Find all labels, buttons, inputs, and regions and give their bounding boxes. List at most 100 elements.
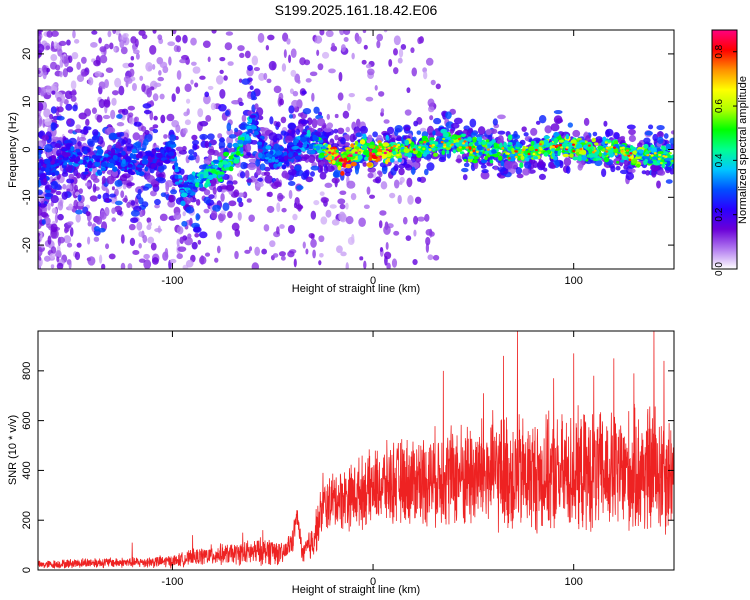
heatmap-cell [208,174,214,180]
heatmap-cell [299,156,308,162]
heatmap-cell [565,134,570,140]
heatmap-cell [544,125,552,134]
heatmap-cell [358,148,362,152]
heatmap-cell [614,153,618,156]
heatmap-cell [146,151,153,157]
heatmap-cell [204,91,210,98]
heatmap-cell [227,142,233,149]
x-tick-label: 100 [565,275,583,287]
heatmap-cell [327,144,332,149]
heatmap-cell [216,245,221,254]
heatmap-cell [334,134,339,141]
heatmap-cell [462,142,466,145]
heatmap-cell [484,155,488,161]
heatmap-cell [326,122,334,129]
heatmap-cell [553,138,559,144]
heatmap-cell [579,147,583,151]
heatmap-cell [283,151,288,157]
heatmap-cell [337,165,342,171]
heatmap-cell [276,121,281,128]
heatmap-cell [345,163,352,169]
heatmap-cell [330,147,334,150]
heatmap-cell [75,148,81,153]
heatmap-cell [47,202,51,211]
heatmap-cell [345,216,354,225]
heatmap-cell [316,49,320,56]
heatmap-cell [111,97,117,106]
heatmap-cell [56,97,62,102]
heatmap-cell [302,241,306,249]
heatmap-cell [143,259,152,269]
heatmap-cell [474,141,479,147]
heatmap-cell [412,148,416,151]
heatmap-cell [389,157,395,163]
heatmap-cell [665,143,672,150]
heatmap-cell [453,117,463,125]
heatmap-cell [650,164,659,172]
heatmap-cell [344,147,351,151]
heatmap-cell [51,122,58,131]
heatmap-cell [339,190,347,195]
heatmap-cell [254,246,261,256]
heatmap-cell [662,146,666,152]
heatmap-cell [594,142,599,146]
heatmap-cell [520,155,525,161]
heatmap-cell [226,122,232,132]
heatmap-cell [250,125,257,130]
heatmap-cell [240,161,248,170]
heatmap-cell [115,161,121,166]
heatmap-cell [385,148,389,151]
heatmap-cell [176,70,182,80]
heatmap-cell [227,211,233,219]
heatmap-cell [628,128,636,136]
heatmap-cell [126,77,133,84]
heatmap-cell [246,198,252,203]
snr-axes: -100 0 100 0 200 400 600 800 [21,331,674,588]
heatmap-cell [294,155,302,160]
heatmap-cell [300,136,307,143]
heatmap-cell [656,180,661,189]
heatmap-cell [122,197,128,203]
heatmap-cell [481,140,487,145]
heatmap-cell [365,63,372,69]
heatmap-cell [146,217,152,224]
heatmap-cell [210,102,216,111]
heatmap-cell [525,146,529,149]
y-tick-label: -20 [21,237,33,253]
heatmap-cell [152,93,159,102]
heatmap-cell [268,159,273,163]
heatmap-cell [601,168,607,178]
heatmap-cell [228,166,234,172]
heatmap-cell [233,158,240,164]
heatmap-cell [658,153,662,157]
heatmap-cell [156,162,164,167]
heatmap-cell [263,72,268,80]
heatmap-cell [572,129,581,138]
heatmap-cell [657,170,666,176]
x-tick-label: 100 [565,576,583,588]
heatmap-cell [121,108,129,115]
heatmap-cell [319,171,327,180]
y-tick-label: 600 [21,411,33,429]
heatmap-cell [404,126,410,131]
heatmap-cell [152,64,156,70]
heatmap-cell [100,166,107,172]
heatmap-cell [538,151,542,154]
heatmap-cell [76,74,85,82]
heatmap-cell [96,114,103,123]
heatmap-cell [49,253,56,259]
heatmap-cell [305,136,310,142]
heatmap-cell [486,148,490,151]
heatmap-cell [219,57,226,62]
heatmap-cell [305,176,314,183]
heatmap-cell [641,170,647,175]
heatmap-cell [164,247,169,258]
heatmap-cell [160,114,166,124]
heatmap-cell [72,157,76,162]
heatmap-cell [40,87,47,96]
heatmap-cell [160,192,167,198]
heatmap-cell [39,159,44,165]
heatmap-cell [288,54,292,64]
heatmap-cell [376,33,384,42]
